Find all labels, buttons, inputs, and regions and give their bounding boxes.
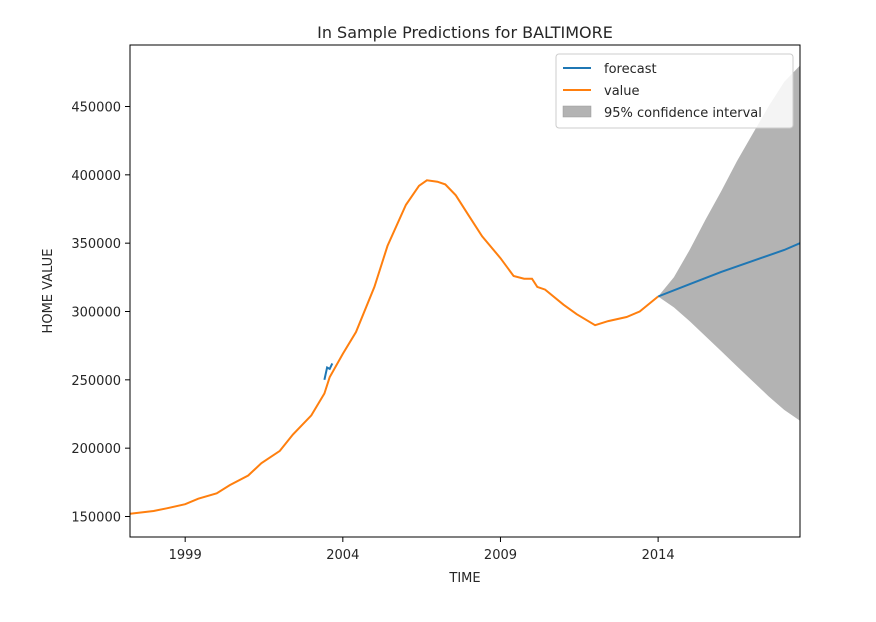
value-line <box>130 179 659 515</box>
y-axis-label: HOME VALUE <box>41 249 56 334</box>
legend-box <box>555 53 794 129</box>
x-tick-label: 2004 <box>326 548 359 563</box>
y-tick-label: 200000 <box>71 442 121 457</box>
x-tick-label: 2014 <box>642 548 675 563</box>
confidence-interval-band <box>658 65 800 421</box>
y-tick-label: 350000 <box>71 237 121 252</box>
y-axis: 150000 200000 250000 300000 350000 400000 4500… <box>71 101 130 526</box>
x-axis-label: TIME <box>448 571 480 586</box>
x-axis: 1999 2004 2009 2014 <box>169 537 675 563</box>
legend-forecast-label: forecast <box>604 62 657 77</box>
x-tick-label: 2009 <box>484 548 517 563</box>
legend: forecast value 95% confidence interval <box>555 53 794 129</box>
y-tick-label: 400000 <box>71 169 121 184</box>
plot-frame <box>129 44 801 538</box>
plot-area <box>130 65 800 515</box>
y-tick-label: 300000 <box>71 306 121 321</box>
legend-confidence-swatch <box>562 105 592 118</box>
y-tick-label: 250000 <box>71 374 121 389</box>
chart-title: In Sample Predictions for BALTIMORE <box>317 23 613 42</box>
legend-confidence-label: 95% confidence interval <box>604 106 762 121</box>
forecast-line <box>323 242 800 381</box>
x-tick-label: 1999 <box>169 548 202 563</box>
y-tick-label: 450000 <box>71 101 121 116</box>
y-tick-label: 150000 <box>71 511 121 526</box>
legend-value-label: value <box>604 84 640 99</box>
